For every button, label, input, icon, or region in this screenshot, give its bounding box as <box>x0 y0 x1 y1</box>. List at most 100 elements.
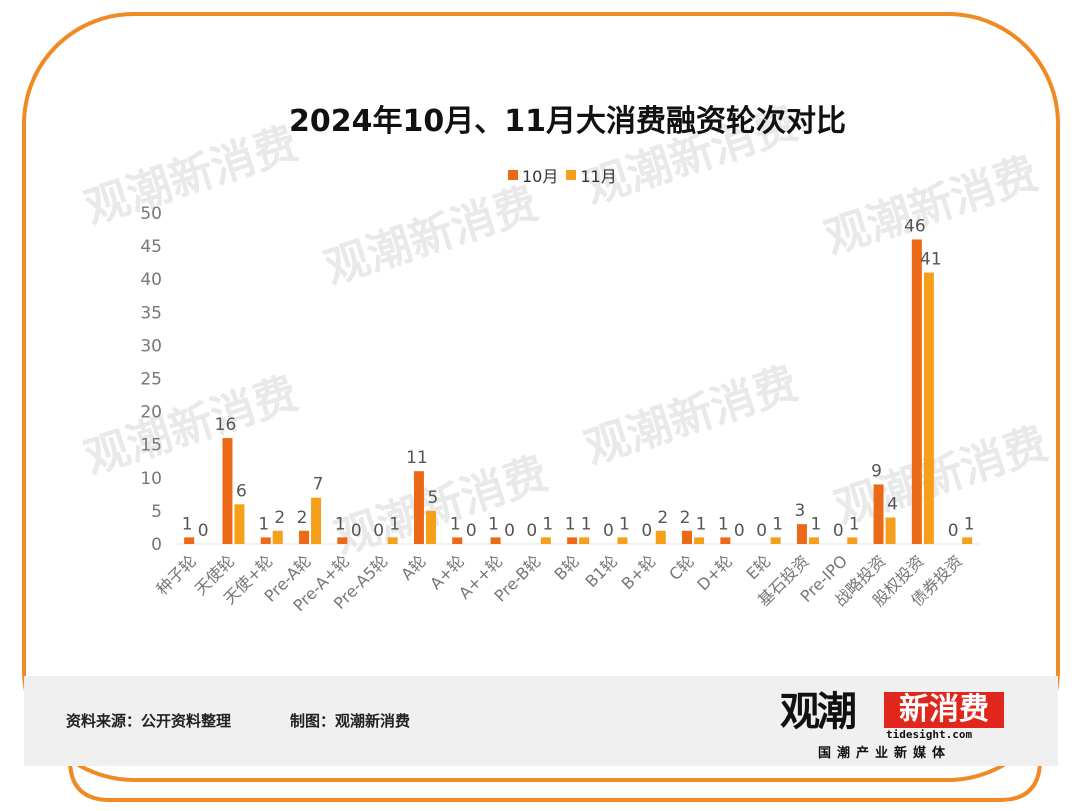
data-label-oct: 0 <box>526 521 537 541</box>
y-tick-label: 15 <box>140 436 162 456</box>
bar-oct <box>413 471 424 544</box>
data-label-oct: 11 <box>406 448 428 468</box>
data-label-oct: 0 <box>373 521 384 541</box>
data-label-oct: 16 <box>215 415 237 435</box>
legend-label-oct: 10月 <box>522 167 559 186</box>
legend-item-oct: 10月 <box>508 163 558 187</box>
bar-oct <box>184 537 195 544</box>
bar-oct <box>490 537 501 544</box>
x-tick-label: B+轮 <box>618 551 660 593</box>
y-tick-label: 50 <box>140 204 162 224</box>
bar-nov <box>617 537 628 544</box>
data-label-nov: 0 <box>504 521 515 541</box>
data-label-oct: 46 <box>904 216 926 236</box>
data-label-oct: 0 <box>641 521 652 541</box>
bar-nov <box>425 510 436 544</box>
y-tick-label: 20 <box>140 403 162 423</box>
data-label-oct: 1 <box>488 514 499 534</box>
bar-nov <box>808 537 819 544</box>
logo-main-left: 观潮 <box>780 689 857 735</box>
data-label-nov: 1 <box>542 514 553 534</box>
data-label-nov: 5 <box>428 488 439 508</box>
data-label-oct: 0 <box>833 521 844 541</box>
legend-item-nov: 11月 <box>566 163 617 187</box>
bar-oct <box>337 537 348 544</box>
data-label-oct: 0 <box>603 521 614 541</box>
y-tick-label: 45 <box>140 237 162 257</box>
bar-nov <box>962 537 973 544</box>
logo-url: tidesight.com <box>886 728 973 741</box>
bar-nov <box>234 504 245 544</box>
data-label-nov: 1 <box>696 514 707 534</box>
data-label-oct: 1 <box>718 514 729 534</box>
data-label-nov: 0 <box>198 521 209 541</box>
bar-nov <box>579 537 590 544</box>
bar-oct <box>260 537 271 544</box>
data-label-nov: 2 <box>274 508 285 528</box>
legend-label-nov: 11月 <box>580 167 617 186</box>
x-tick-label: A轮 <box>397 551 429 583</box>
bar-oct <box>873 484 884 544</box>
data-label-oct: 3 <box>795 501 806 521</box>
chart-title: 2024年10月、11月大消费融资轮次对比 <box>289 104 846 139</box>
bar-oct <box>720 537 731 544</box>
legend-swatch-oct <box>508 170 518 180</box>
data-label-nov: 4 <box>887 495 898 515</box>
x-tick-label: B1轮 <box>582 551 622 591</box>
data-label-oct: 1 <box>335 514 346 534</box>
data-label-oct: 1 <box>565 514 576 534</box>
bar-nov <box>387 537 398 544</box>
data-label-nov: 1 <box>964 514 975 534</box>
x-tick-label: B轮 <box>550 551 583 584</box>
bar-oct <box>911 239 922 545</box>
y-tick-label: 35 <box>140 303 162 323</box>
data-label-oct: 9 <box>871 461 882 481</box>
bar-nov <box>540 537 551 544</box>
brand-logo: 观潮 新消费 tidesight.com 国潮产业新媒体 <box>780 689 1005 761</box>
data-label-nov: 1 <box>849 514 860 534</box>
data-label-nov: 7 <box>313 475 324 495</box>
bar-nov <box>694 537 705 544</box>
legend-swatch-nov <box>566 170 577 180</box>
data-label-nov: 0 <box>466 521 477 541</box>
y-tick-label: 10 <box>140 469 162 489</box>
chart-legend: 10月 11月 <box>508 163 625 187</box>
logo-tagline: 国潮产业新媒体 <box>818 746 952 761</box>
x-tick-label: D+轮 <box>693 551 736 594</box>
y-tick-label: 30 <box>140 336 162 356</box>
data-label-oct: 1 <box>450 514 461 534</box>
bar-nov <box>311 497 322 544</box>
bar-oct <box>452 537 463 544</box>
data-label-nov: 1 <box>772 514 783 534</box>
y-tick-label: 5 <box>151 502 162 522</box>
data-label-nov: 1 <box>619 514 630 534</box>
bar-nov <box>655 530 666 544</box>
y-tick-label: 0 <box>151 535 162 555</box>
data-label-nov: 41 <box>920 250 942 270</box>
data-label-oct: 1 <box>258 514 269 534</box>
logo-main-right: 新消费 <box>884 692 1004 728</box>
bar-oct <box>682 530 693 544</box>
bar-nov <box>272 530 283 544</box>
data-label-oct: 0 <box>948 521 959 541</box>
bar-nov <box>847 537 858 544</box>
data-label-nov: 1 <box>581 514 592 534</box>
bar-nov <box>885 517 896 544</box>
data-label-oct: 2 <box>680 508 691 528</box>
y-tick-label: 40 <box>140 270 162 290</box>
data-label-nov: 2 <box>657 508 668 528</box>
x-tick-label: E轮 <box>743 551 775 583</box>
data-label-nov: 0 <box>734 521 745 541</box>
bar-oct <box>567 537 578 544</box>
data-label-nov: 1 <box>389 514 400 534</box>
bar-oct <box>222 438 233 544</box>
data-label-nov: 0 <box>351 521 362 541</box>
data-label-oct: 0 <box>756 521 767 541</box>
data-label-nov: 1 <box>811 514 822 534</box>
x-tick-label: 种子轮 <box>153 551 200 598</box>
maker-note: 制图：观潮新消费 <box>290 712 411 730</box>
bar-nov <box>923 272 934 544</box>
bar-nov <box>770 537 781 544</box>
bar-oct <box>299 530 310 544</box>
